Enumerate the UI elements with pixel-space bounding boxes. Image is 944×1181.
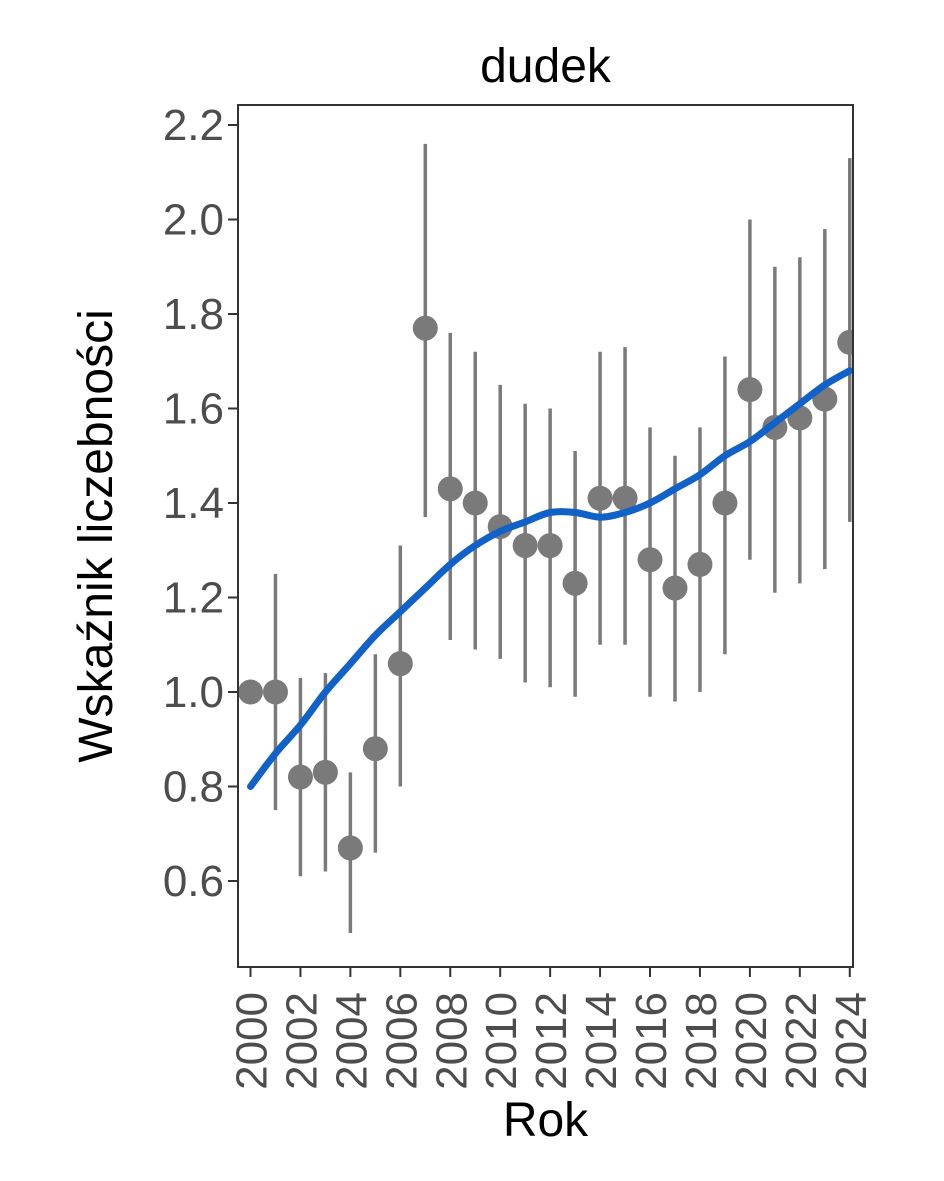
trend-line bbox=[247, 367, 853, 790]
x-tick-label: 2002 bbox=[277, 992, 326, 1090]
x-tick-label: 2020 bbox=[727, 992, 776, 1090]
data-point bbox=[712, 490, 738, 516]
y-tick-label: 1.0 bbox=[163, 668, 224, 717]
data-point bbox=[587, 485, 613, 511]
data-point bbox=[238, 679, 263, 705]
y-tick-label: 1.2 bbox=[163, 574, 224, 623]
x-tick-label: 2018 bbox=[677, 992, 726, 1090]
y-tick-label: 0.6 bbox=[163, 857, 224, 906]
data-point bbox=[262, 679, 288, 705]
data-point bbox=[737, 377, 763, 403]
data-point bbox=[412, 315, 438, 341]
data-point bbox=[612, 485, 638, 511]
y-tick-label: 1.4 bbox=[163, 479, 224, 528]
y-tick-label: 0.8 bbox=[163, 763, 224, 812]
x-tick-label: 2024 bbox=[827, 992, 876, 1090]
x-tick-label: 2008 bbox=[427, 992, 476, 1090]
x-tick-label: 2004 bbox=[327, 992, 376, 1090]
data-point bbox=[312, 759, 338, 785]
x-tick-label: 2010 bbox=[477, 992, 526, 1090]
data-point bbox=[437, 476, 463, 502]
data-point bbox=[337, 835, 363, 861]
x-tick-label: 2014 bbox=[577, 992, 626, 1090]
data-point bbox=[387, 651, 413, 677]
data-point bbox=[512, 533, 538, 559]
plot-border bbox=[237, 104, 854, 968]
data-point bbox=[287, 764, 313, 790]
x-tick-label: 2016 bbox=[627, 992, 676, 1090]
chart-title: dudek bbox=[480, 40, 612, 93]
y-tick-label: 1.6 bbox=[163, 385, 224, 434]
data-point bbox=[687, 551, 713, 577]
data-layer bbox=[238, 143, 853, 933]
y-tick-label: 2.2 bbox=[163, 101, 224, 150]
data-point bbox=[537, 533, 563, 559]
x-tick-label: 2012 bbox=[527, 992, 576, 1090]
data-point bbox=[637, 547, 663, 573]
data-point bbox=[562, 570, 588, 596]
y-tick-label: 1.8 bbox=[163, 290, 224, 339]
x-tick-label: 2022 bbox=[777, 992, 826, 1090]
x-tick-label: 2000 bbox=[228, 992, 277, 1090]
y-axis-title: Wskaźnik liczebności bbox=[70, 309, 123, 762]
data-point bbox=[837, 329, 853, 355]
data-point bbox=[662, 575, 688, 601]
x-axis-title: Rok bbox=[503, 1094, 589, 1147]
data-point bbox=[462, 490, 488, 516]
data-point bbox=[362, 736, 388, 762]
x-tick-label: 2006 bbox=[377, 992, 426, 1090]
y-tick-label: 2.0 bbox=[163, 196, 224, 245]
